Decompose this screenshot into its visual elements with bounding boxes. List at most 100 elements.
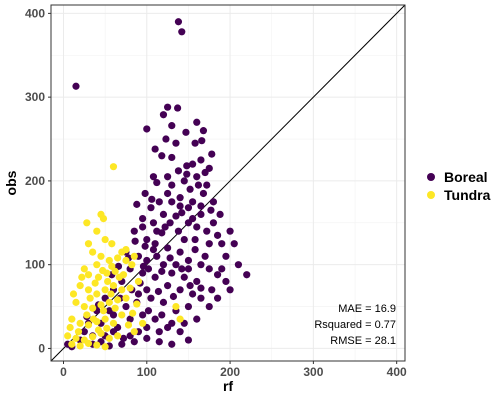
- tundra-point: [122, 245, 130, 254]
- boreal-point: [174, 18, 183, 26]
- tundra-point: [124, 321, 133, 329]
- boreal-point: [193, 118, 201, 126]
- points-layer: [64, 18, 251, 351]
- boreal-point: [168, 319, 176, 327]
- boreal-point: [159, 298, 168, 306]
- x-axis: 0 100 200 300 400: [60, 361, 407, 379]
- boreal-point: [155, 338, 163, 346]
- boreal-point: [197, 210, 205, 219]
- boreal-point: [151, 145, 159, 153]
- tundra-point: [104, 277, 112, 286]
- boreal-point: [230, 240, 238, 248]
- legend-label-boreal: Boreal: [444, 169, 488, 185]
- tundra-point: [84, 286, 93, 294]
- y-tick-label: 0: [38, 341, 45, 355]
- boreal-point: [201, 252, 209, 260]
- tundra-point: [84, 240, 93, 248]
- boreal-point: [189, 160, 197, 168]
- boreal-point: [105, 307, 113, 315]
- tundra-point: [107, 290, 115, 298]
- tundra-point: [74, 328, 83, 336]
- tundra-point: [118, 286, 126, 294]
- boreal-point: [144, 307, 153, 315]
- boreal-point: [141, 189, 149, 198]
- boreal-point: [197, 284, 205, 292]
- tundra-point: [133, 300, 141, 308]
- tundra-point: [93, 261, 101, 269]
- tundra-point: [76, 319, 84, 327]
- boreal-point: [130, 338, 138, 346]
- boreal-point: [164, 189, 172, 198]
- boreal-point: [118, 340, 126, 348]
- boreal-point: [151, 240, 159, 248]
- y-axis: 0 100 200 300 400: [25, 6, 51, 355]
- boreal-point: [205, 302, 213, 311]
- boreal-point: [158, 311, 166, 319]
- boreal-point: [199, 189, 208, 198]
- boreal-point: [139, 269, 147, 277]
- tundra-point: [115, 273, 123, 281]
- boreal-point: [139, 223, 147, 231]
- tundra-point: [99, 215, 108, 223]
- boreal-point: [178, 209, 186, 217]
- legend: Boreal Tundra: [427, 169, 491, 203]
- legend-key-tundra: [427, 191, 435, 199]
- boreal-point: [183, 162, 191, 170]
- boreal-point: [222, 252, 230, 260]
- boreal-point: [159, 261, 168, 269]
- x-axis-title: rf: [223, 378, 233, 394]
- tundra-point: [128, 261, 136, 269]
- tundra-point: [105, 298, 113, 306]
- boreal-point: [222, 277, 230, 286]
- boreal-point: [143, 256, 151, 265]
- boreal-point: [149, 245, 158, 254]
- boreal-point: [155, 198, 163, 206]
- boreal-point: [193, 315, 201, 323]
- boreal-point: [143, 125, 151, 133]
- boreal-point: [72, 82, 80, 90]
- annotation-box: MAE = 16.9 Rsquared = 0.77 RMSE = 28.1: [314, 303, 396, 347]
- boreal-point: [155, 328, 163, 336]
- boreal-point: [193, 223, 201, 231]
- boreal-point: [154, 287, 163, 296]
- boreal-point: [197, 261, 205, 269]
- tundra-point: [86, 294, 94, 302]
- tundra-point: [139, 319, 147, 327]
- boreal-point: [184, 302, 193, 311]
- boreal-point: [164, 282, 172, 290]
- tundra-point: [103, 324, 111, 332]
- tundra-point: [80, 302, 88, 311]
- tundra-point: [126, 284, 134, 292]
- boreal-point: [139, 262, 148, 270]
- tundra-point: [101, 343, 109, 351]
- boreal-point: [176, 328, 184, 336]
- tundra-point: [134, 277, 143, 286]
- boreal-point: [197, 156, 205, 164]
- boreal-point: [164, 244, 172, 252]
- boreal-point: [169, 292, 178, 301]
- boreal-point: [162, 135, 170, 143]
- boreal-point: [149, 173, 158, 181]
- tundra-point: [84, 321, 93, 329]
- tundra-point: [105, 256, 113, 265]
- boreal-point: [80, 328, 88, 336]
- boreal-point: [180, 177, 188, 185]
- boreal-point: [198, 137, 206, 145]
- tundra-point: [109, 319, 118, 327]
- boreal-point: [147, 204, 155, 212]
- boreal-point: [174, 104, 182, 112]
- x-tick-label: 100: [137, 365, 157, 379]
- boreal-point: [194, 181, 203, 189]
- boreal-point: [183, 170, 191, 178]
- tundra-point: [72, 334, 80, 342]
- boreal-point: [133, 200, 141, 208]
- tundra-point: [108, 262, 116, 270]
- tundra-point: [101, 315, 109, 323]
- boreal-point: [197, 294, 205, 302]
- tundra-point: [122, 256, 130, 265]
- boreal-point: [193, 173, 201, 181]
- tundra-point: [101, 286, 109, 294]
- boreal-point: [139, 215, 147, 223]
- boreal-point: [166, 254, 174, 262]
